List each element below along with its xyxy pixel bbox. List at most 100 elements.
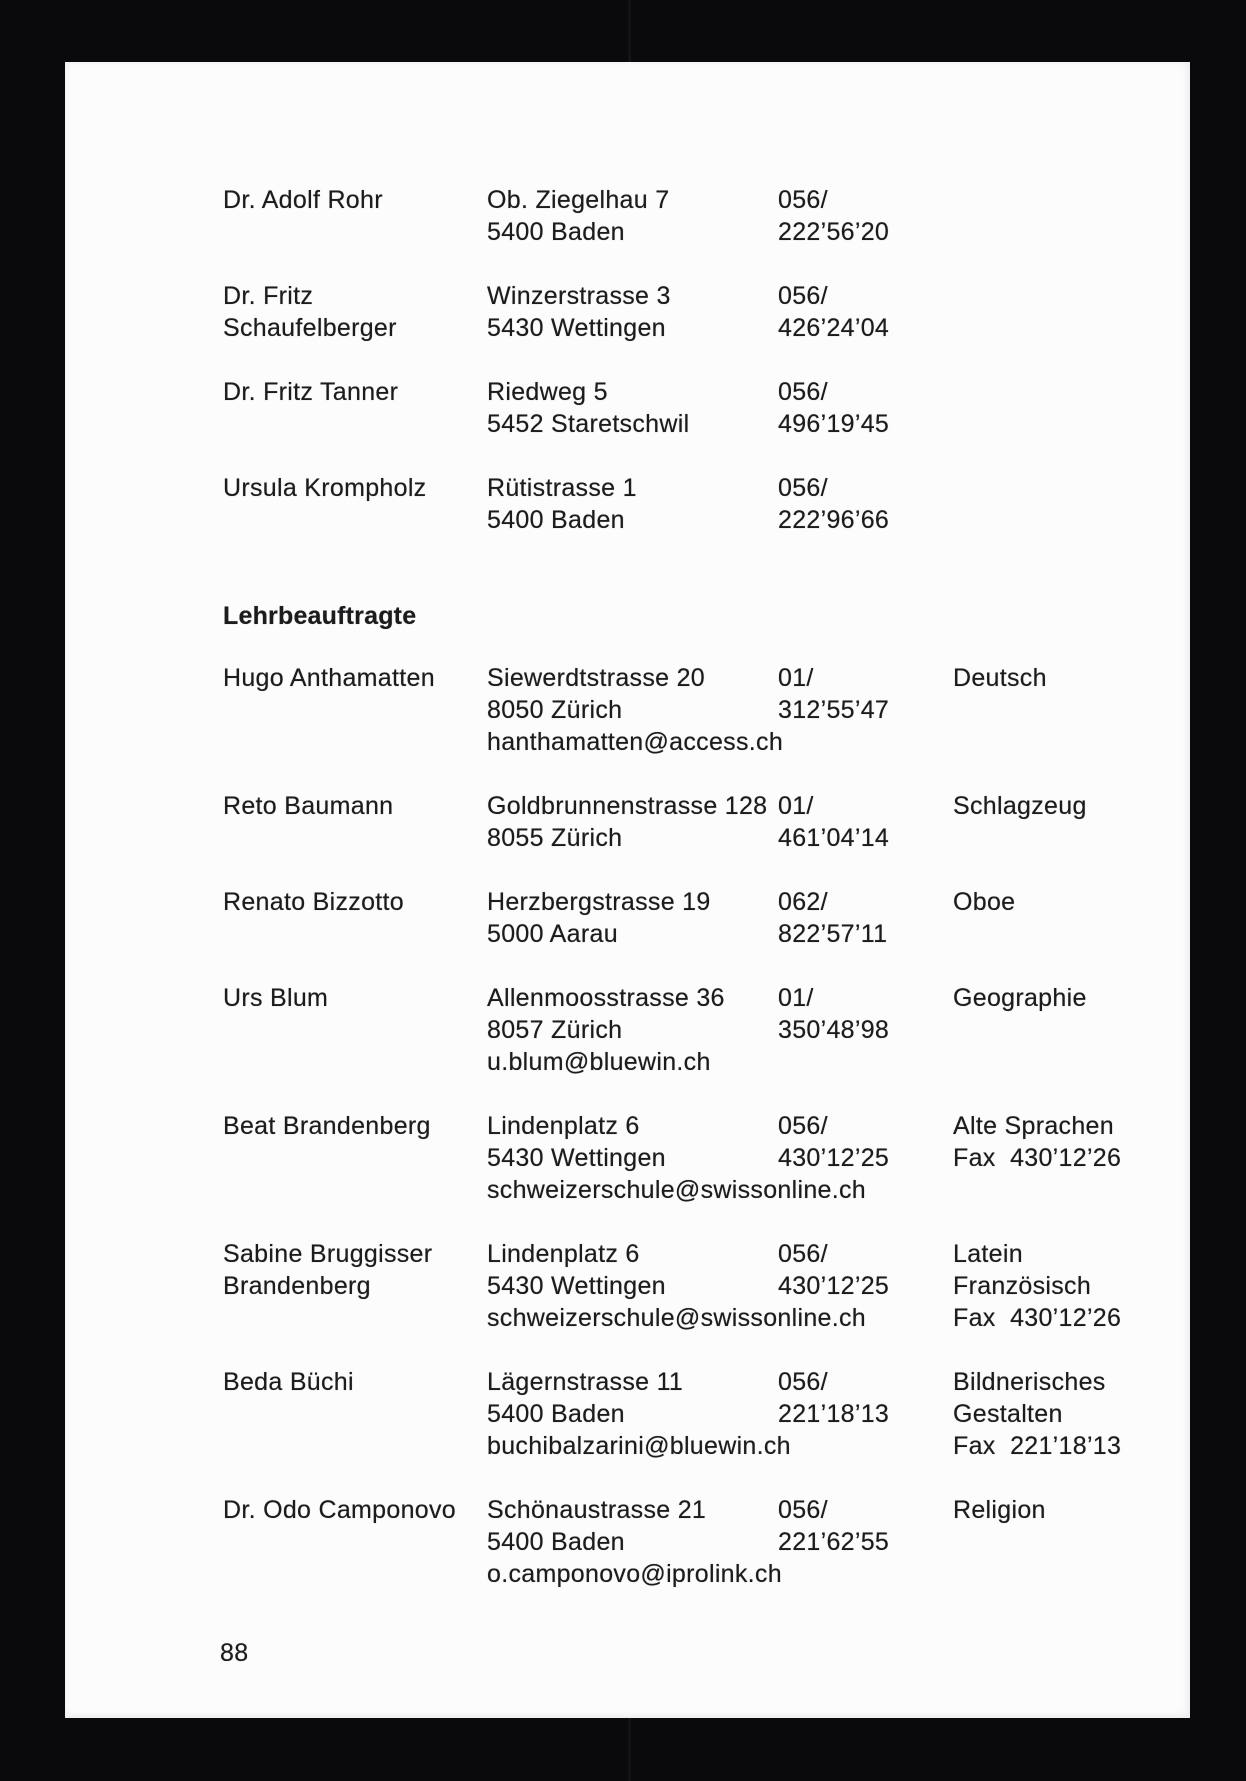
entry-address: Rütistrasse 1 5400 Baden bbox=[487, 472, 778, 536]
entry-name-line: Reto Baumann bbox=[223, 792, 394, 820]
entry-address-line: 8050 Zürich bbox=[487, 696, 623, 724]
professors-list: Dr. Adolf Rohr Ob. Ziegelhau 7 5400 Baden… bbox=[223, 184, 1180, 536]
directory-entry: Urs Blum Allenmoosstrasse 36 8057 Zürich u… bbox=[223, 982, 1180, 1078]
entry-phone-line: 056/ bbox=[778, 474, 828, 502]
directory-entry: Dr. Fritz Tanner Riedweg 5 5452 Staretsch… bbox=[223, 376, 1180, 440]
entry-subject-line: Oboe bbox=[953, 888, 1016, 916]
entry-name-line: Dr. Adolf Rohr bbox=[223, 186, 383, 214]
entry-address-line: 5452 Staretschwil bbox=[487, 410, 690, 438]
entry-phone: 056/426’24’04 bbox=[778, 280, 953, 344]
entry-name: Dr. Odo Camponovo bbox=[223, 1494, 487, 1590]
entry-phone-line: 056/ bbox=[778, 1240, 828, 1268]
directory-entry: Dr. Adolf Rohr Ob. Ziegelhau 7 5400 Baden… bbox=[223, 184, 1180, 248]
entry-name: Dr. Fritz Tanner bbox=[223, 376, 487, 440]
entry-address-line: Ob. Ziegelhau 7 bbox=[487, 186, 670, 214]
entry-address-line: schweizerschule@swissonline.ch bbox=[487, 1304, 866, 1332]
entry-address: Schönaustrasse 21 5400 Baden o.camponovo@i… bbox=[487, 1494, 782, 1590]
entry-phone-line: 312’55’47 bbox=[778, 696, 890, 724]
entry-phone: 056/221’18’13 bbox=[778, 1366, 953, 1462]
entry-address-line: 5400 Baden bbox=[487, 1400, 625, 1428]
entry-name-line: Dr. Odo Camponovo bbox=[223, 1496, 456, 1524]
entry-phone-line: 056/ bbox=[778, 186, 828, 214]
directory-entry: Reto Baumann Goldbrunnenstrasse 128 8055 … bbox=[223, 790, 1180, 854]
entry-phone-line: 01/ bbox=[778, 792, 814, 820]
entry-name: Beat Brandenberg bbox=[223, 1110, 487, 1206]
entry-phone-line: 056/ bbox=[778, 378, 828, 406]
entry-phone-line: 056/ bbox=[778, 282, 828, 310]
page-number: 88 bbox=[220, 1639, 249, 1667]
entry-address-line: Herzbergstrasse 19 bbox=[487, 888, 711, 916]
entry-subject: Alte Sprachen Fax 430’12’26 bbox=[953, 1110, 1180, 1206]
entry-phone-line: 221’18’13 bbox=[778, 1400, 890, 1428]
entry-address-line: buchibalzarini@bluewin.ch bbox=[487, 1432, 791, 1460]
entry-phone: 062/822’57’11 bbox=[778, 886, 953, 950]
entry-subject-line: Bildnerisches bbox=[953, 1368, 1106, 1396]
entry-name: Dr. Fritz Schaufelberger bbox=[223, 280, 487, 344]
entry-address-line: 5430 Wettingen bbox=[487, 1272, 666, 1300]
entry-phone-line: 496’19’45 bbox=[778, 410, 890, 438]
entry-address-line: Winzerstrasse 3 bbox=[487, 282, 671, 310]
entry-name: Dr. Adolf Rohr bbox=[223, 184, 487, 248]
entry-address-line: Lägernstrasse 11 bbox=[487, 1368, 684, 1396]
entry-address: Siewerdtstrasse 20 8050 Zürich hanthamatte… bbox=[487, 662, 784, 758]
entry-subject-line: Gestalten bbox=[953, 1400, 1063, 1428]
entry-subject: Bildnerisches Gestalten Fax 221’18’13 bbox=[953, 1366, 1180, 1462]
entry-subject-line: Französisch bbox=[953, 1272, 1092, 1300]
entry-name-line: Urs Blum bbox=[223, 984, 329, 1012]
document-page: Dr. Adolf Rohr Ob. Ziegelhau 7 5400 Baden… bbox=[65, 62, 1190, 1718]
entry-subject bbox=[953, 280, 1180, 344]
entry-name-line: Ursula Krompholz bbox=[223, 474, 427, 502]
entry-subject: Oboe bbox=[953, 886, 1180, 950]
entry-address: Lindenplatz 6 5430 Wettingen schweizerschu… bbox=[487, 1110, 866, 1206]
entry-subject bbox=[953, 472, 1180, 536]
entry-name: Ursula Krompholz bbox=[223, 472, 487, 536]
entry-address-line: 8057 Zürich bbox=[487, 1016, 623, 1044]
entry-address: Winzerstrasse 3 5430 Wettingen bbox=[487, 280, 778, 344]
entry-subject-line: Alte Sprachen bbox=[953, 1112, 1114, 1140]
entry-phone: 056/221’62’55 bbox=[778, 1494, 953, 1590]
entry-address: Ob. Ziegelhau 7 5400 Baden bbox=[487, 184, 778, 248]
entry-address-line: schweizerschule@swissonline.ch bbox=[487, 1176, 866, 1204]
entry-subject-line: Geographie bbox=[953, 984, 1087, 1012]
entry-address-line: Allenmoosstrasse 36 bbox=[487, 984, 725, 1012]
entry-name: Renato Bizzotto bbox=[223, 886, 487, 950]
entry-subject-line: Fax 430’12’26 bbox=[953, 1304, 1122, 1332]
directory-entry: Beda Büchi Lägernstrasse 11 5400 Baden buc… bbox=[223, 1366, 1180, 1462]
entry-subject: Deutsch bbox=[953, 662, 1180, 758]
directory-entry: Sabine Bruggisser Brandenberg Lindenplatz… bbox=[223, 1238, 1180, 1334]
entry-subject-line: Latein bbox=[953, 1240, 1023, 1268]
entry-address-line: o.camponovo@iprolink.ch bbox=[487, 1560, 782, 1588]
entry-subject: Geographie bbox=[953, 982, 1180, 1078]
entry-phone: 01/461’04’14 bbox=[778, 790, 953, 854]
entry-address-line: Siewerdtstrasse 20 bbox=[487, 664, 705, 692]
entry-subject-line: Religion bbox=[953, 1496, 1046, 1524]
entry-address-line: 5430 Wettingen bbox=[487, 1144, 666, 1172]
entry-address-line: Schönaustrasse 21 bbox=[487, 1496, 707, 1524]
entry-subject: Latein Französisch Fax 430’12’26 bbox=[953, 1238, 1180, 1334]
entry-phone-line: 822’57’11 bbox=[778, 920, 888, 948]
entry-phone: 01/350’48’98 bbox=[778, 982, 953, 1078]
entry-name: Urs Blum bbox=[223, 982, 487, 1078]
entry-name-line: Schaufelberger bbox=[223, 314, 397, 342]
entry-phone-line: 056/ bbox=[778, 1496, 828, 1524]
entry-phone-line: 01/ bbox=[778, 984, 814, 1012]
entry-name: Hugo Anthamatten bbox=[223, 662, 487, 758]
entry-phone-line: 221’62’55 bbox=[778, 1528, 890, 1556]
entry-subject: Religion bbox=[953, 1494, 1180, 1590]
entry-address: Lägernstrasse 11 5400 Baden buchibalzarini… bbox=[487, 1366, 791, 1462]
entry-address-line: hanthamatten@access.ch bbox=[487, 728, 784, 756]
entry-name-line: Beda Büchi bbox=[223, 1368, 354, 1396]
entry-phone-line: 056/ bbox=[778, 1112, 828, 1140]
entry-phone: 056/496’19’45 bbox=[778, 376, 953, 440]
entry-name-line: Dr. Fritz bbox=[223, 282, 314, 310]
entry-phone-line: 430’12’25 bbox=[778, 1272, 890, 1300]
entry-name: Beda Büchi bbox=[223, 1366, 487, 1462]
entry-subject-line: Schlagzeug bbox=[953, 792, 1087, 820]
entry-phone-line: 056/ bbox=[778, 1368, 828, 1396]
lecturers-list: Hugo Anthamatten Siewerdtstrasse 20 8050 … bbox=[223, 662, 1180, 1590]
entry-phone-line: 430’12’25 bbox=[778, 1144, 890, 1172]
directory-entry: Renato Bizzotto Herzbergstrasse 19 5000 A… bbox=[223, 886, 1180, 950]
entry-name-line: Sabine Bruggisser bbox=[223, 1240, 433, 1268]
entry-address-line: 5400 Baden bbox=[487, 1528, 625, 1556]
entry-address-line: u.blum@bluewin.ch bbox=[487, 1048, 711, 1076]
